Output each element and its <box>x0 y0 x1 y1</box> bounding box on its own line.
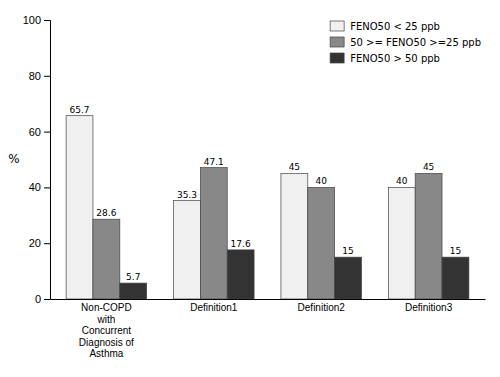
y-tick-mark <box>44 76 50 77</box>
y-axis: 0 20 40 60 80 100 <box>23 14 51 305</box>
bar <box>335 257 362 299</box>
x-axis: Non-COPDwithConcurrentDiagnosis ofAsthma… <box>51 299 486 359</box>
y-tick: 100 <box>23 14 50 26</box>
x-tick-label: Definition3 <box>405 302 453 313</box>
y-tick: 80 <box>29 70 50 82</box>
bar <box>174 201 201 299</box>
data-label: 35.3 <box>177 190 197 200</box>
data-label: 47.1 <box>204 157 224 167</box>
data-labels: 65.7 35.3 45 40 28.6 47.1 40 45 5.7 17.6 15 15 <box>70 105 462 282</box>
legend-item: 50 >= FENO50 >=25 ppb <box>330 37 481 48</box>
y-tick: 40 <box>29 181 50 193</box>
y-tick-label: 20 <box>29 237 41 249</box>
y-tick: 60 <box>29 126 50 138</box>
data-label: 17.6 <box>231 239 251 249</box>
y-tick: 0 <box>35 293 50 305</box>
x-tick: Definition1 <box>190 299 238 313</box>
y-tick-label: 0 <box>35 293 41 305</box>
bar <box>415 173 442 299</box>
y-tick-label: 40 <box>29 181 41 193</box>
y-axis-line <box>44 21 51 300</box>
bar <box>281 173 308 299</box>
y-tick: 20 <box>29 237 50 249</box>
y-tick-mark <box>44 243 50 244</box>
bars <box>66 116 469 299</box>
legend-label: 50 >= FENO50 >=25 ppb <box>350 37 481 48</box>
legend-item: FENO50 < 25 ppb <box>330 21 440 32</box>
y-tick-label: 100 <box>23 14 41 26</box>
data-label: 5.7 <box>126 272 140 282</box>
bar <box>120 283 147 299</box>
legend-swatch <box>330 21 344 31</box>
y-axis-title: % <box>8 152 19 166</box>
bar <box>308 187 335 299</box>
bar <box>66 116 93 299</box>
legend-swatch <box>330 53 344 63</box>
data-label: 40 <box>396 176 408 186</box>
data-label: 65.7 <box>70 105 90 115</box>
bar <box>200 168 227 299</box>
legend-label: FENO50 > 50 ppb <box>350 53 440 64</box>
chart: 0 20 40 60 80 100 Non-COPDwithConcurrentDiagno… <box>0 0 500 377</box>
data-label: 15 <box>450 246 461 256</box>
data-label: 40 <box>315 176 327 186</box>
legend: FENO50 < 25 ppb 50 >= FENO50 >=25 ppb FENO… <box>330 21 481 64</box>
legend-swatch <box>330 37 344 47</box>
y-tick-mark <box>44 20 50 21</box>
x-tick: Non-COPDwithConcurrentDiagnosis ofAsthma <box>79 299 134 359</box>
x-tick: Definition3 <box>405 299 453 313</box>
x-tick-label: Non-COPDwithConcurrentDiagnosis ofAsthma <box>79 302 134 359</box>
x-axis-line <box>51 299 486 300</box>
y-tick-mark <box>44 132 50 133</box>
x-tick-label: Definition2 <box>298 302 346 313</box>
plot: 0 20 40 60 80 100 Non-COPDwithConcurrentDiagno… <box>8 14 485 359</box>
y-tick-label: 80 <box>29 70 41 82</box>
y-tick-mark <box>44 299 50 300</box>
bar <box>227 250 254 299</box>
legend-item: FENO50 > 50 ppb <box>330 53 440 64</box>
legend-label: FENO50 < 25 ppb <box>350 21 440 32</box>
bar <box>93 219 120 299</box>
data-label: 45 <box>423 162 434 172</box>
bar <box>442 257 469 299</box>
x-tick: Definition2 <box>298 299 346 313</box>
bar <box>388 187 415 299</box>
data-label: 15 <box>342 246 353 256</box>
data-label: 28.6 <box>96 208 116 218</box>
x-tick-label: Definition1 <box>190 302 238 313</box>
y-tick-label: 60 <box>29 126 41 138</box>
data-label: 45 <box>289 162 300 172</box>
y-tick-mark <box>44 187 50 188</box>
